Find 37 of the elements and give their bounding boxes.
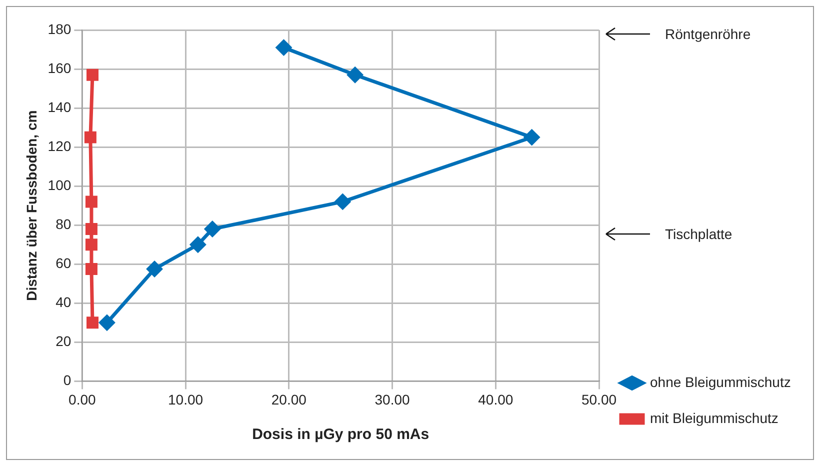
legend-label: ohne Bleigummischutz — [650, 374, 791, 390]
point — [524, 130, 540, 146]
text: Tischplatte — [665, 226, 732, 242]
text: Röntgenröhre — [665, 26, 751, 42]
x-tick-label: 20.00 — [271, 391, 307, 408]
y-tick-label: 60 — [56, 254, 72, 271]
y-tick-label: 100 — [48, 176, 72, 193]
x-tick-label: 10.00 — [168, 391, 204, 408]
point — [85, 238, 98, 251]
point — [190, 236, 206, 252]
point — [86, 68, 98, 81]
x-tick-label: 30.00 — [374, 391, 410, 408]
point — [347, 67, 363, 83]
legend-label: mit Bleigummischutz — [650, 410, 778, 426]
y-tick-label: 40 — [56, 294, 72, 310]
point — [85, 223, 98, 236]
y-tick-label: 160 — [48, 60, 72, 76]
point — [204, 221, 220, 237]
point — [146, 261, 162, 277]
y-tick-label: 180 — [48, 20, 72, 37]
point — [85, 196, 98, 208]
point — [85, 263, 98, 276]
point — [84, 131, 96, 144]
y-axis-title: Distanz über Fussboden, cm — [23, 110, 40, 301]
y-tick-label: 80 — [56, 216, 72, 232]
x-axis-title: Dosis in µGy pro 50 mAs — [252, 426, 430, 444]
point — [276, 40, 292, 56]
x-tick-label: 0.00 — [68, 391, 96, 408]
point — [86, 316, 98, 329]
point — [334, 194, 350, 210]
x-tick-label: 40.00 — [478, 391, 514, 408]
y-tick-label: 20 — [56, 333, 72, 350]
y-tick-label: 0 — [63, 372, 72, 388]
y-tick-label: 120 — [48, 138, 72, 154]
point — [99, 314, 115, 330]
x-tick-label: 50.00 — [581, 391, 617, 408]
y-tick-label: 140 — [48, 98, 72, 115]
